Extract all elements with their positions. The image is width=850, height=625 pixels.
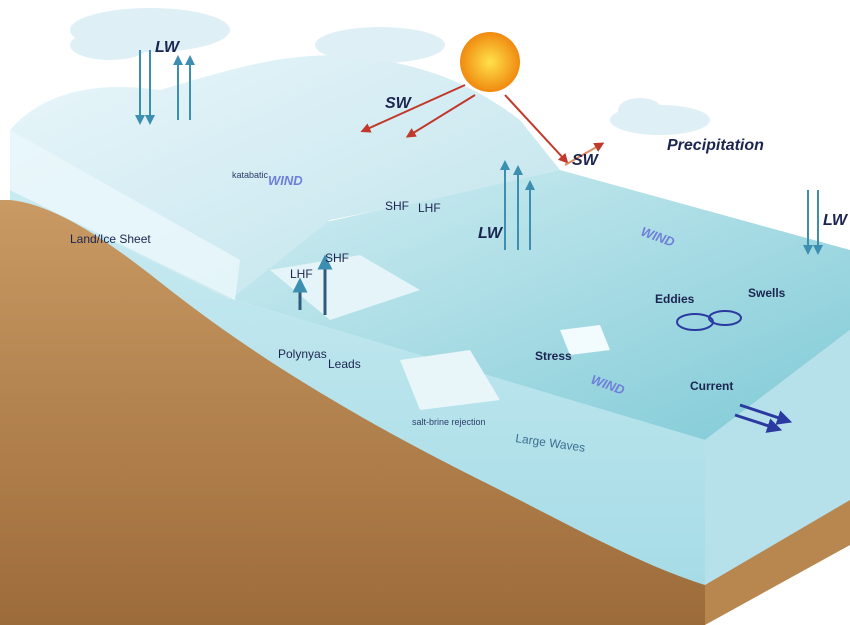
label: LW <box>823 212 849 229</box>
label: Land/Ice Sheet <box>70 232 151 246</box>
arrows <box>135 50 823 433</box>
label: katabatic <box>232 170 269 180</box>
floe <box>270 255 420 320</box>
label: LHF <box>418 201 441 215</box>
label: LHF <box>290 267 313 281</box>
label: LW <box>478 225 504 242</box>
clouds <box>70 8 710 135</box>
block <box>0 55 850 625</box>
label: SHF <box>385 199 409 213</box>
label: Stress <box>535 349 572 363</box>
ice-edge <box>10 130 240 300</box>
label: SW <box>385 95 413 112</box>
label: WIND <box>268 173 303 188</box>
label: SW <box>572 152 600 169</box>
label: Current <box>690 379 733 393</box>
label: salt-brine rejection <box>412 417 486 427</box>
label: SHF <box>325 251 349 265</box>
sun <box>460 32 520 92</box>
label: Swells <box>748 286 786 300</box>
label: LW <box>155 39 181 56</box>
label: Leads <box>328 357 361 371</box>
floe <box>400 350 500 410</box>
floe <box>560 325 610 355</box>
sea-surface <box>200 170 850 440</box>
soil <box>0 200 705 625</box>
label: Polynyas <box>278 347 327 361</box>
label: Eddies <box>655 292 695 306</box>
label: Precipitation <box>667 137 764 154</box>
soil-side <box>705 500 850 625</box>
